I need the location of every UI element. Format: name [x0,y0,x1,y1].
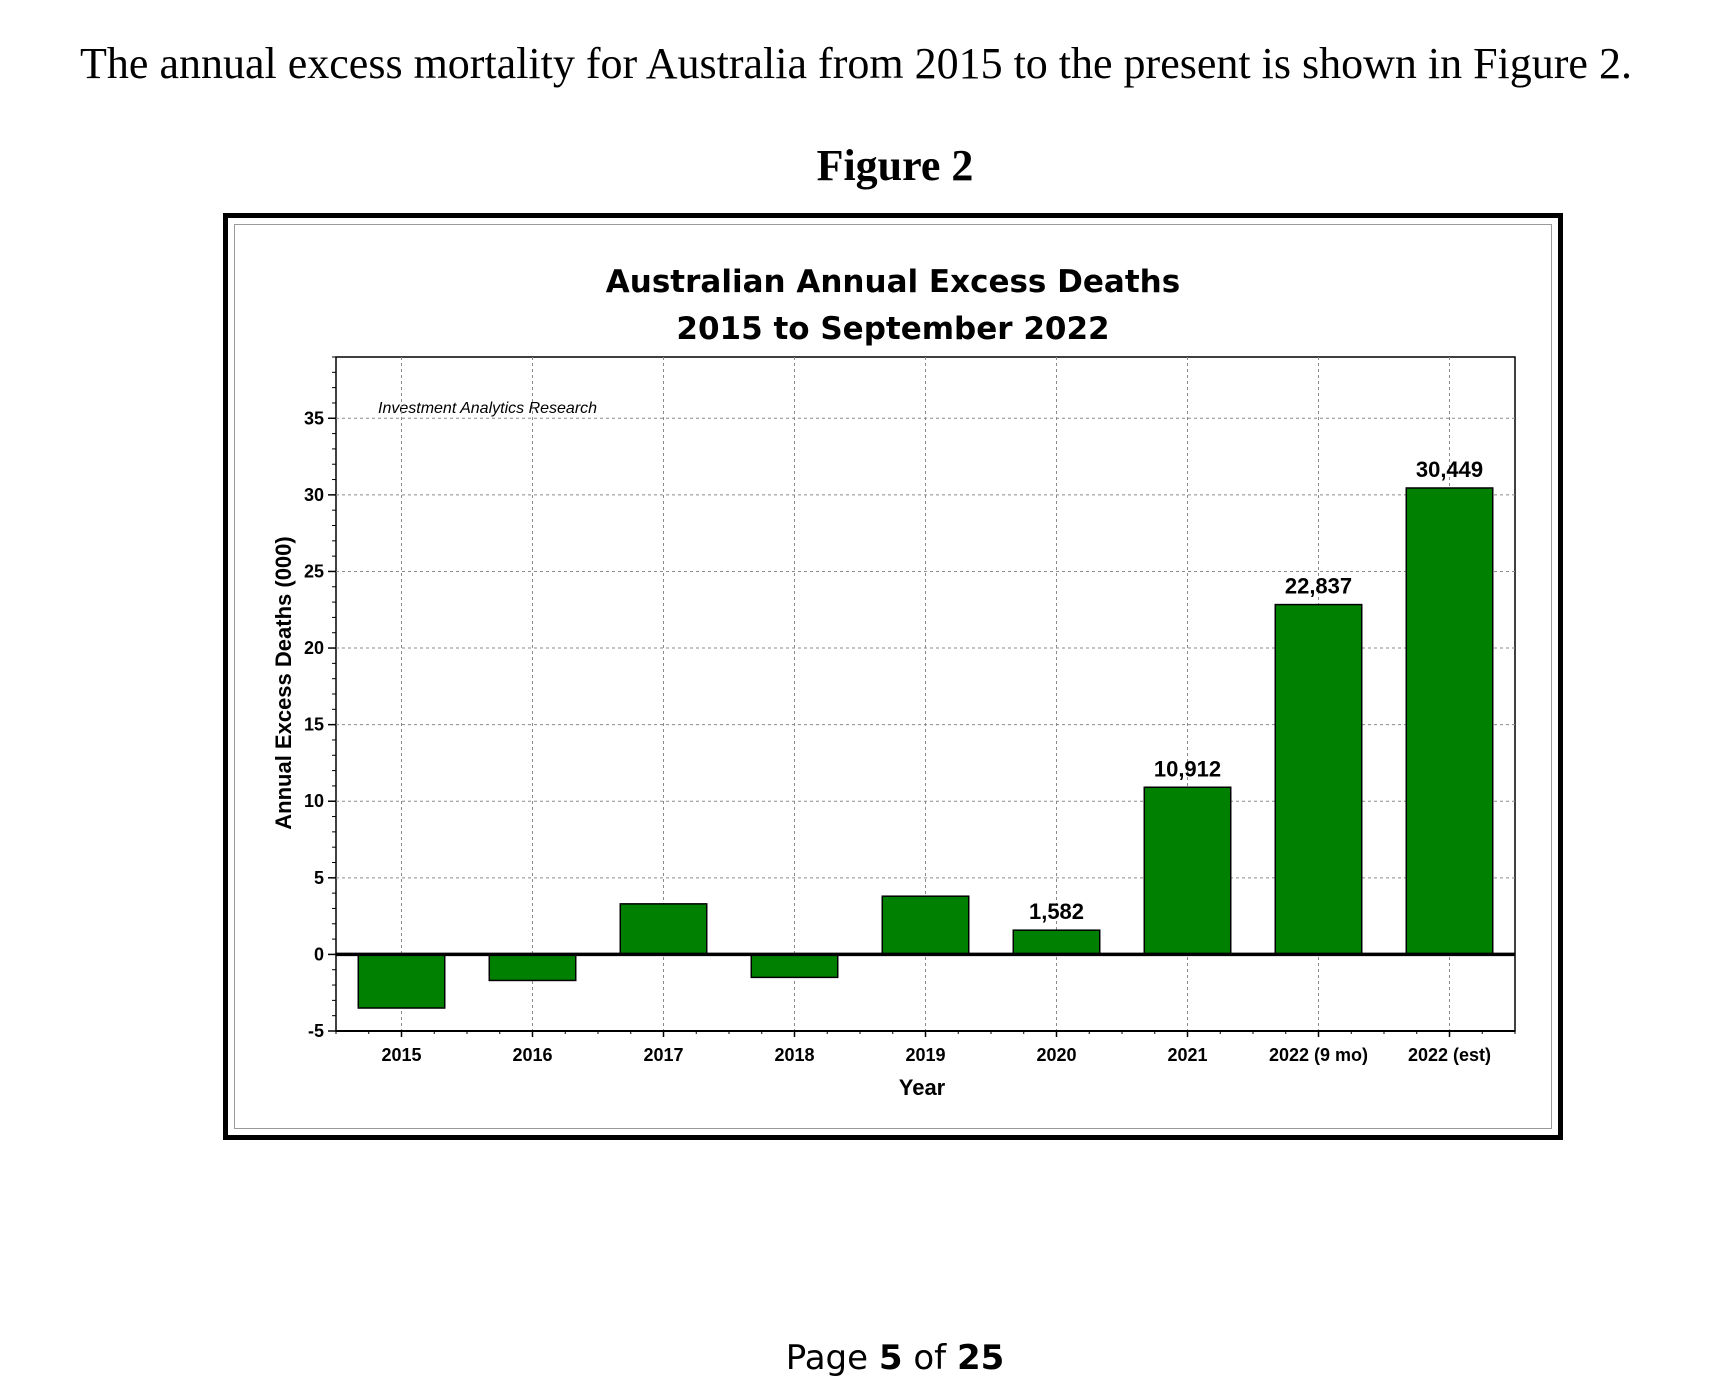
y-tick-label: 25 [304,561,324,581]
x-tick-label: 2017 [643,1045,683,1065]
page-footer: Page 5 of 25 [0,1338,1712,1378]
bar [881,895,970,956]
y-tick-label: 10 [304,791,324,811]
x-tick-label: 2019 [905,1045,945,1065]
y-tick-label: 30 [304,485,324,505]
bar [750,953,839,979]
intro-paragraph: The annual excess mortality for Australi… [80,39,1632,88]
figure-label: Figure 2 [816,141,974,190]
data-label: 10,912 [1154,756,1221,781]
bar [1405,487,1494,956]
x-tick-label: 2022 (est) [1408,1045,1491,1065]
x-tick-label: 2021 [1167,1045,1207,1065]
chart-subtitle: 2015 to September 2022 [676,311,1109,347]
y-tick-label: -5 [308,1021,324,1041]
bar [619,903,708,956]
y-tick-label: 20 [304,638,324,658]
chart-title: Australian Annual Excess Deaths [606,264,1180,300]
x-tick-label: 2022 (9 mo) [1269,1045,1368,1065]
y-tick-label: 35 [304,408,324,428]
data-label: 30,449 [1416,457,1483,482]
bar [357,953,446,1009]
footer-page-number: 5 [878,1338,903,1378]
chart-annotation: Investment Analytics Research [378,400,597,417]
x-tick-label: 2016 [512,1045,552,1065]
x-tick-label: 2018 [774,1045,814,1065]
bar [1274,603,1363,956]
data-label: 22,837 [1285,574,1352,599]
footer-middle: of [913,1338,947,1378]
y-tick-label: 15 [304,715,324,735]
x-axis-label: Year [899,1075,946,1100]
footer-prefix: Page [785,1338,869,1378]
chart-frame-inner [234,224,1552,1129]
y-tick-label: 0 [314,944,324,964]
data-label: 1,582 [1029,899,1084,924]
y-axis-label: Annual Excess Deaths (000) [271,536,296,829]
x-tick-label: 2020 [1036,1045,1076,1065]
bar [488,953,577,982]
footer-total-pages: 25 [956,1338,1005,1378]
bar [1012,929,1101,956]
bar [1143,786,1232,956]
x-tick-label: 2015 [381,1045,421,1065]
y-tick-label: 5 [314,868,324,888]
